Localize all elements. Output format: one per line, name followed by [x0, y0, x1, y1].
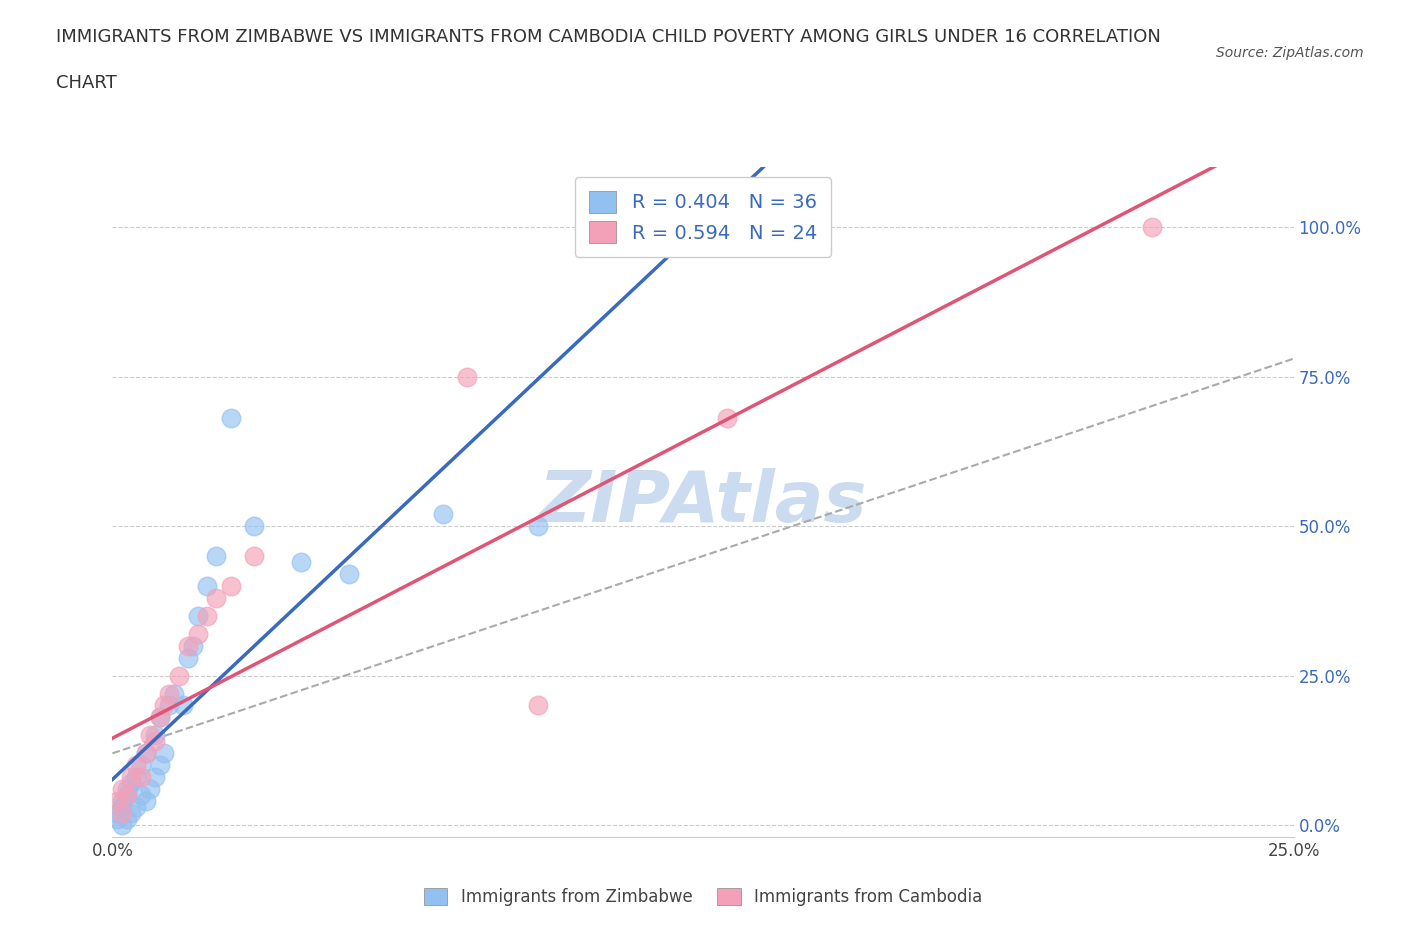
- Point: [143, 728, 166, 743]
- Point: [181, 638, 204, 653]
- Point: [111, 793, 134, 808]
- Text: IMMIGRANTS FROM ZIMBABWE VS IMMIGRANTS FROM CAMBODIA CHILD POVERTY AMONG GIRLS U: IMMIGRANTS FROM ZIMBABWE VS IMMIGRANTS F…: [56, 28, 1161, 46]
- Point: [456, 369, 478, 384]
- Point: [115, 782, 138, 797]
- Point: [111, 817, 134, 832]
- Point: [139, 728, 162, 743]
- Point: [125, 800, 148, 815]
- Point: [163, 686, 186, 701]
- Point: [125, 770, 148, 785]
- Point: [129, 770, 152, 785]
- Point: [172, 698, 194, 713]
- Point: [153, 746, 176, 761]
- Point: [129, 758, 152, 773]
- Point: [135, 793, 157, 808]
- Text: Source: ZipAtlas.com: Source: ZipAtlas.com: [1216, 46, 1364, 60]
- Point: [105, 793, 128, 808]
- Point: [149, 758, 172, 773]
- Point: [205, 591, 228, 605]
- Point: [135, 746, 157, 761]
- Point: [149, 710, 172, 724]
- Point: [143, 734, 166, 749]
- Point: [243, 549, 266, 564]
- Legend: R = 0.404   N = 36, R = 0.594   N = 24: R = 0.404 N = 36, R = 0.594 N = 24: [575, 177, 831, 257]
- Point: [167, 668, 190, 683]
- Point: [1140, 219, 1163, 234]
- Point: [149, 710, 172, 724]
- Point: [125, 758, 148, 773]
- Point: [105, 805, 128, 820]
- Point: [219, 578, 242, 593]
- Point: [219, 411, 242, 426]
- Text: ZIPAtlas: ZIPAtlas: [538, 468, 868, 537]
- Point: [115, 788, 138, 803]
- Point: [716, 411, 738, 426]
- Point: [111, 800, 134, 815]
- Point: [205, 549, 228, 564]
- Legend: Immigrants from Zimbabwe, Immigrants from Cambodia: Immigrants from Zimbabwe, Immigrants fro…: [418, 881, 988, 912]
- Text: CHART: CHART: [56, 74, 117, 92]
- Point: [186, 608, 208, 623]
- Point: [432, 507, 454, 522]
- Point: [111, 805, 134, 820]
- Point: [135, 746, 157, 761]
- Point: [143, 770, 166, 785]
- Point: [195, 608, 218, 623]
- Point: [526, 519, 548, 534]
- Point: [120, 776, 142, 790]
- Point: [115, 788, 138, 803]
- Point: [177, 638, 200, 653]
- Point: [120, 805, 142, 820]
- Point: [337, 566, 360, 581]
- Point: [157, 698, 180, 713]
- Point: [186, 626, 208, 641]
- Point: [157, 686, 180, 701]
- Point: [177, 650, 200, 665]
- Point: [120, 770, 142, 785]
- Point: [111, 782, 134, 797]
- Point: [195, 578, 218, 593]
- Point: [290, 554, 312, 569]
- Point: [243, 519, 266, 534]
- Point: [115, 812, 138, 827]
- Point: [129, 788, 152, 803]
- Point: [139, 782, 162, 797]
- Point: [153, 698, 176, 713]
- Point: [526, 698, 548, 713]
- Point: [105, 812, 128, 827]
